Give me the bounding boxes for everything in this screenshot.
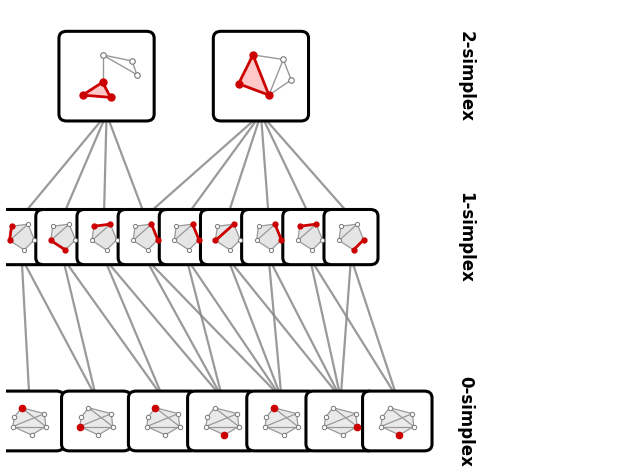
Polygon shape bbox=[51, 224, 76, 250]
Polygon shape bbox=[239, 55, 269, 95]
Polygon shape bbox=[216, 224, 240, 250]
Polygon shape bbox=[80, 408, 113, 435]
Polygon shape bbox=[10, 224, 34, 250]
FancyBboxPatch shape bbox=[188, 391, 257, 451]
Polygon shape bbox=[381, 408, 414, 435]
FancyBboxPatch shape bbox=[59, 31, 154, 121]
FancyBboxPatch shape bbox=[0, 210, 48, 264]
FancyBboxPatch shape bbox=[283, 210, 337, 264]
Polygon shape bbox=[265, 408, 298, 435]
FancyBboxPatch shape bbox=[61, 391, 131, 451]
FancyBboxPatch shape bbox=[306, 391, 376, 451]
FancyBboxPatch shape bbox=[0, 391, 64, 451]
Polygon shape bbox=[324, 408, 357, 435]
FancyBboxPatch shape bbox=[118, 210, 172, 264]
Polygon shape bbox=[92, 224, 117, 250]
FancyBboxPatch shape bbox=[128, 391, 198, 451]
Text: 0-simplex: 0-simplex bbox=[456, 375, 474, 466]
FancyBboxPatch shape bbox=[324, 210, 378, 264]
FancyBboxPatch shape bbox=[363, 391, 432, 451]
FancyBboxPatch shape bbox=[36, 210, 90, 264]
Polygon shape bbox=[133, 224, 158, 250]
FancyBboxPatch shape bbox=[247, 391, 316, 451]
Polygon shape bbox=[147, 408, 180, 435]
FancyBboxPatch shape bbox=[242, 210, 296, 264]
Polygon shape bbox=[339, 224, 364, 250]
Text: 1-simplex: 1-simplex bbox=[456, 191, 474, 283]
Polygon shape bbox=[206, 408, 239, 435]
Polygon shape bbox=[257, 224, 281, 250]
FancyBboxPatch shape bbox=[159, 210, 213, 264]
Polygon shape bbox=[298, 224, 322, 250]
Polygon shape bbox=[13, 408, 46, 435]
Text: 2-simplex: 2-simplex bbox=[456, 31, 474, 122]
Polygon shape bbox=[82, 82, 110, 97]
Polygon shape bbox=[174, 224, 199, 250]
FancyBboxPatch shape bbox=[213, 31, 309, 121]
FancyBboxPatch shape bbox=[200, 210, 254, 264]
FancyBboxPatch shape bbox=[77, 210, 131, 264]
